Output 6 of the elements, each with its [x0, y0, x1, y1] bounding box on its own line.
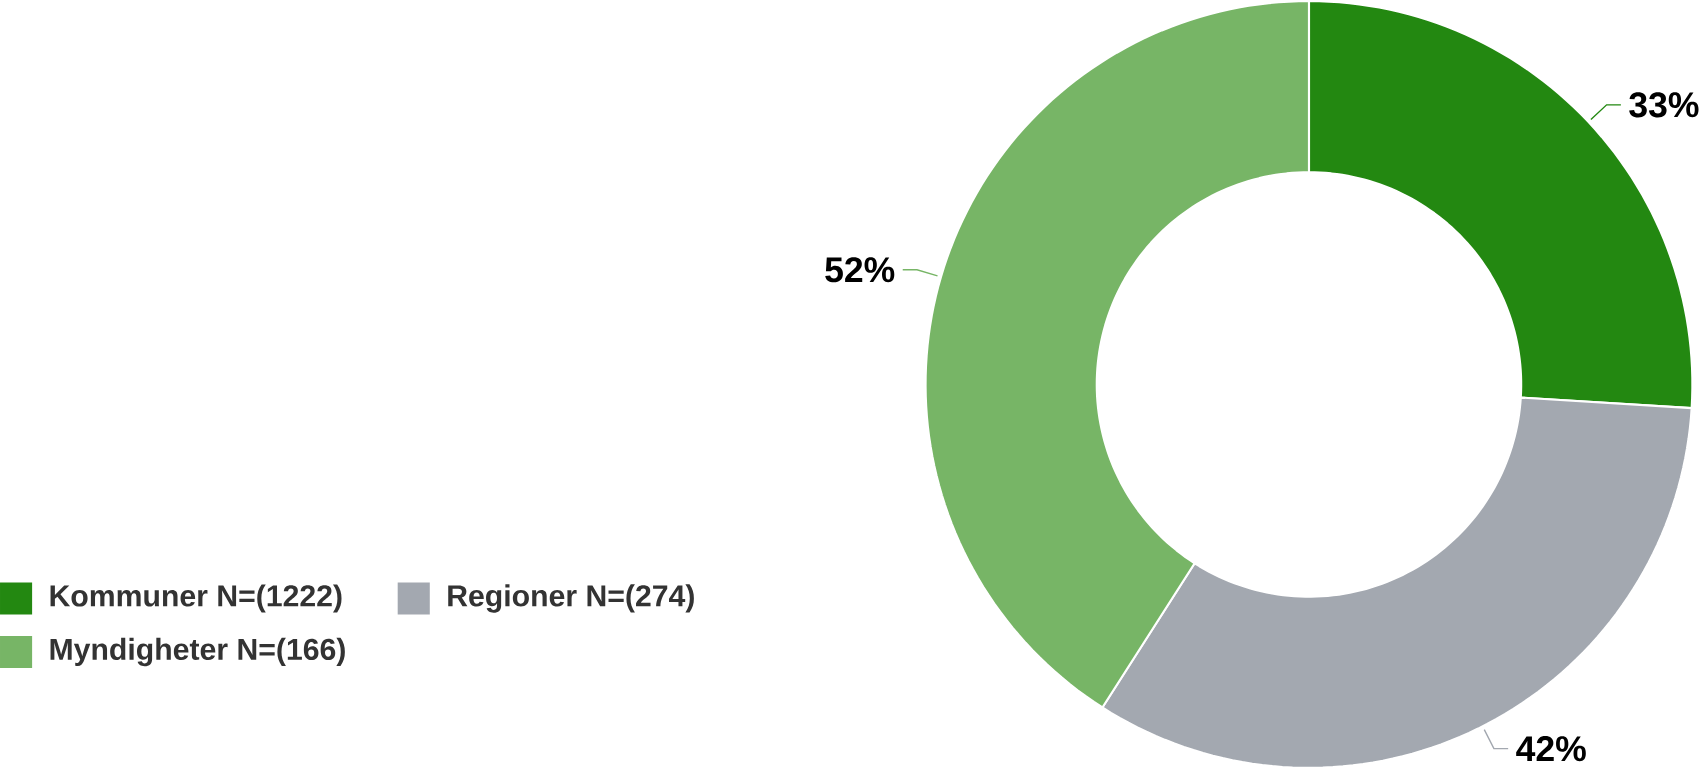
legend-label: Myndigheter N=(166) [50, 637, 345, 667]
data-label: 42% [1516, 736, 1586, 762]
data-label: 33% [1629, 92, 1699, 118]
legend-label: Regioner N=(274) [448, 584, 694, 613]
data-label: 52% [825, 257, 895, 283]
legend-label: Kommuner N=(1222) [50, 584, 342, 613]
